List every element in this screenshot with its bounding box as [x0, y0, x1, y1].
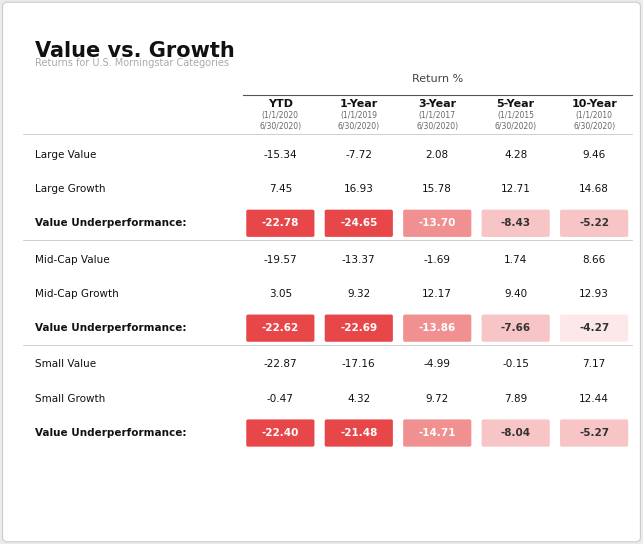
Text: (1/1/2015
6/30/2020): (1/1/2015 6/30/2020) [494, 111, 537, 131]
Text: 9.40: 9.40 [504, 289, 527, 299]
Text: -13.86: -13.86 [419, 323, 456, 333]
Text: Large Growth: Large Growth [35, 184, 106, 194]
Text: 12.44: 12.44 [579, 394, 609, 404]
Text: -0.15: -0.15 [502, 360, 529, 369]
Text: -22.40: -22.40 [262, 428, 299, 438]
Text: Returns for U.S. Morningstar Categories: Returns for U.S. Morningstar Categories [35, 58, 230, 68]
Text: 3.05: 3.05 [269, 289, 292, 299]
Text: -13.70: -13.70 [419, 218, 456, 228]
Text: -7.72: -7.72 [345, 150, 372, 160]
Text: 12.71: 12.71 [501, 184, 530, 194]
Text: 2.08: 2.08 [426, 150, 449, 160]
Text: -22.62: -22.62 [262, 323, 299, 333]
Text: 9.72: 9.72 [426, 394, 449, 404]
Text: (1/1/2020
6/30/2020): (1/1/2020 6/30/2020) [259, 111, 302, 131]
Text: -24.65: -24.65 [340, 218, 377, 228]
Text: 12.93: 12.93 [579, 289, 609, 299]
Text: -22.87: -22.87 [264, 360, 297, 369]
Text: -8.43: -8.43 [501, 218, 530, 228]
Text: -22.78: -22.78 [262, 218, 299, 228]
Text: 9.32: 9.32 [347, 289, 370, 299]
Text: 14.68: 14.68 [579, 184, 609, 194]
Text: Value vs. Growth: Value vs. Growth [35, 41, 235, 61]
Text: -17.16: -17.16 [342, 360, 376, 369]
Text: 4.28: 4.28 [504, 150, 527, 160]
Text: 15.78: 15.78 [422, 184, 452, 194]
Text: 7.17: 7.17 [583, 360, 606, 369]
Text: -15.34: -15.34 [264, 150, 297, 160]
Text: 5-Year: 5-Year [496, 99, 535, 109]
Text: 7.89: 7.89 [504, 394, 527, 404]
Text: Return %: Return % [412, 75, 463, 84]
Text: (1/1/2019
6/30/2020): (1/1/2019 6/30/2020) [338, 111, 380, 131]
Text: 10-Year: 10-Year [571, 99, 617, 109]
Text: -0.47: -0.47 [267, 394, 294, 404]
Text: -19.57: -19.57 [264, 255, 297, 264]
Text: -5.22: -5.22 [579, 218, 609, 228]
Text: 4.32: 4.32 [347, 394, 370, 404]
Text: 12.17: 12.17 [422, 289, 452, 299]
Text: -1.69: -1.69 [424, 255, 451, 264]
Text: Mid-Cap Growth: Mid-Cap Growth [35, 289, 119, 299]
Text: Small Value: Small Value [35, 360, 96, 369]
Text: -8.04: -8.04 [501, 428, 530, 438]
Text: 16.93: 16.93 [344, 184, 374, 194]
Text: -4.27: -4.27 [579, 323, 610, 333]
Text: 1.74: 1.74 [504, 255, 527, 264]
Text: 8.66: 8.66 [583, 255, 606, 264]
Text: Value Underperformance:: Value Underperformance: [35, 323, 187, 333]
Text: -13.37: -13.37 [342, 255, 376, 264]
Text: -21.48: -21.48 [340, 428, 377, 438]
Text: Mid-Cap Value: Mid-Cap Value [35, 255, 110, 264]
Text: -7.66: -7.66 [501, 323, 530, 333]
Text: 3-Year: 3-Year [418, 99, 457, 109]
Text: -14.71: -14.71 [419, 428, 456, 438]
Text: Value Underperformance:: Value Underperformance: [35, 428, 187, 438]
Text: YTD: YTD [268, 99, 293, 109]
Text: -4.99: -4.99 [424, 360, 451, 369]
Text: Value Underperformance:: Value Underperformance: [35, 218, 187, 228]
Text: 1-Year: 1-Year [340, 99, 378, 109]
Text: (1/1/2010
6/30/2020): (1/1/2010 6/30/2020) [573, 111, 615, 131]
Text: -22.69: -22.69 [340, 323, 377, 333]
Text: -5.27: -5.27 [579, 428, 609, 438]
Text: Large Value: Large Value [35, 150, 96, 160]
Text: 7.45: 7.45 [269, 184, 292, 194]
Text: 9.46: 9.46 [583, 150, 606, 160]
Text: (1/1/2017
6/30/2020): (1/1/2017 6/30/2020) [416, 111, 458, 131]
Text: Small Growth: Small Growth [35, 394, 105, 404]
